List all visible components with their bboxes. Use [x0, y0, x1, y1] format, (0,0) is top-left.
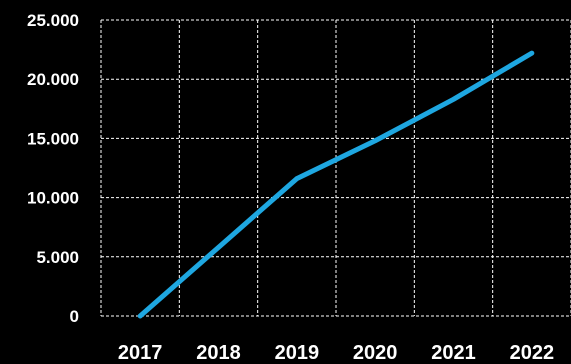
- y-axis-ticks: 0 5.000 10.000 15.000 20.000 25.000: [27, 11, 79, 326]
- y-tick-label: 20.000: [27, 70, 79, 89]
- x-tick-label: 2022: [510, 342, 555, 364]
- x-tick-label: 2017: [118, 342, 163, 364]
- series-layer: [137, 50, 535, 319]
- y-tick-label: 5.000: [36, 248, 79, 267]
- grid: [100, 19, 571, 317]
- series-line: [137, 50, 535, 319]
- y-tick-label: 10.000: [27, 189, 79, 208]
- y-tick-label: 15.000: [27, 129, 79, 148]
- x-tick-label: 2019: [275, 342, 320, 364]
- x-tick-label: 2018: [196, 342, 241, 364]
- y-tick-label: 0: [70, 307, 79, 326]
- y-tick-label: 25.000: [27, 11, 79, 30]
- x-axis-ticks: 2017 2018 2019 2020 2021 2022: [118, 342, 554, 364]
- x-tick-label: 2020: [353, 342, 398, 364]
- x-tick-label: 2021: [431, 342, 476, 364]
